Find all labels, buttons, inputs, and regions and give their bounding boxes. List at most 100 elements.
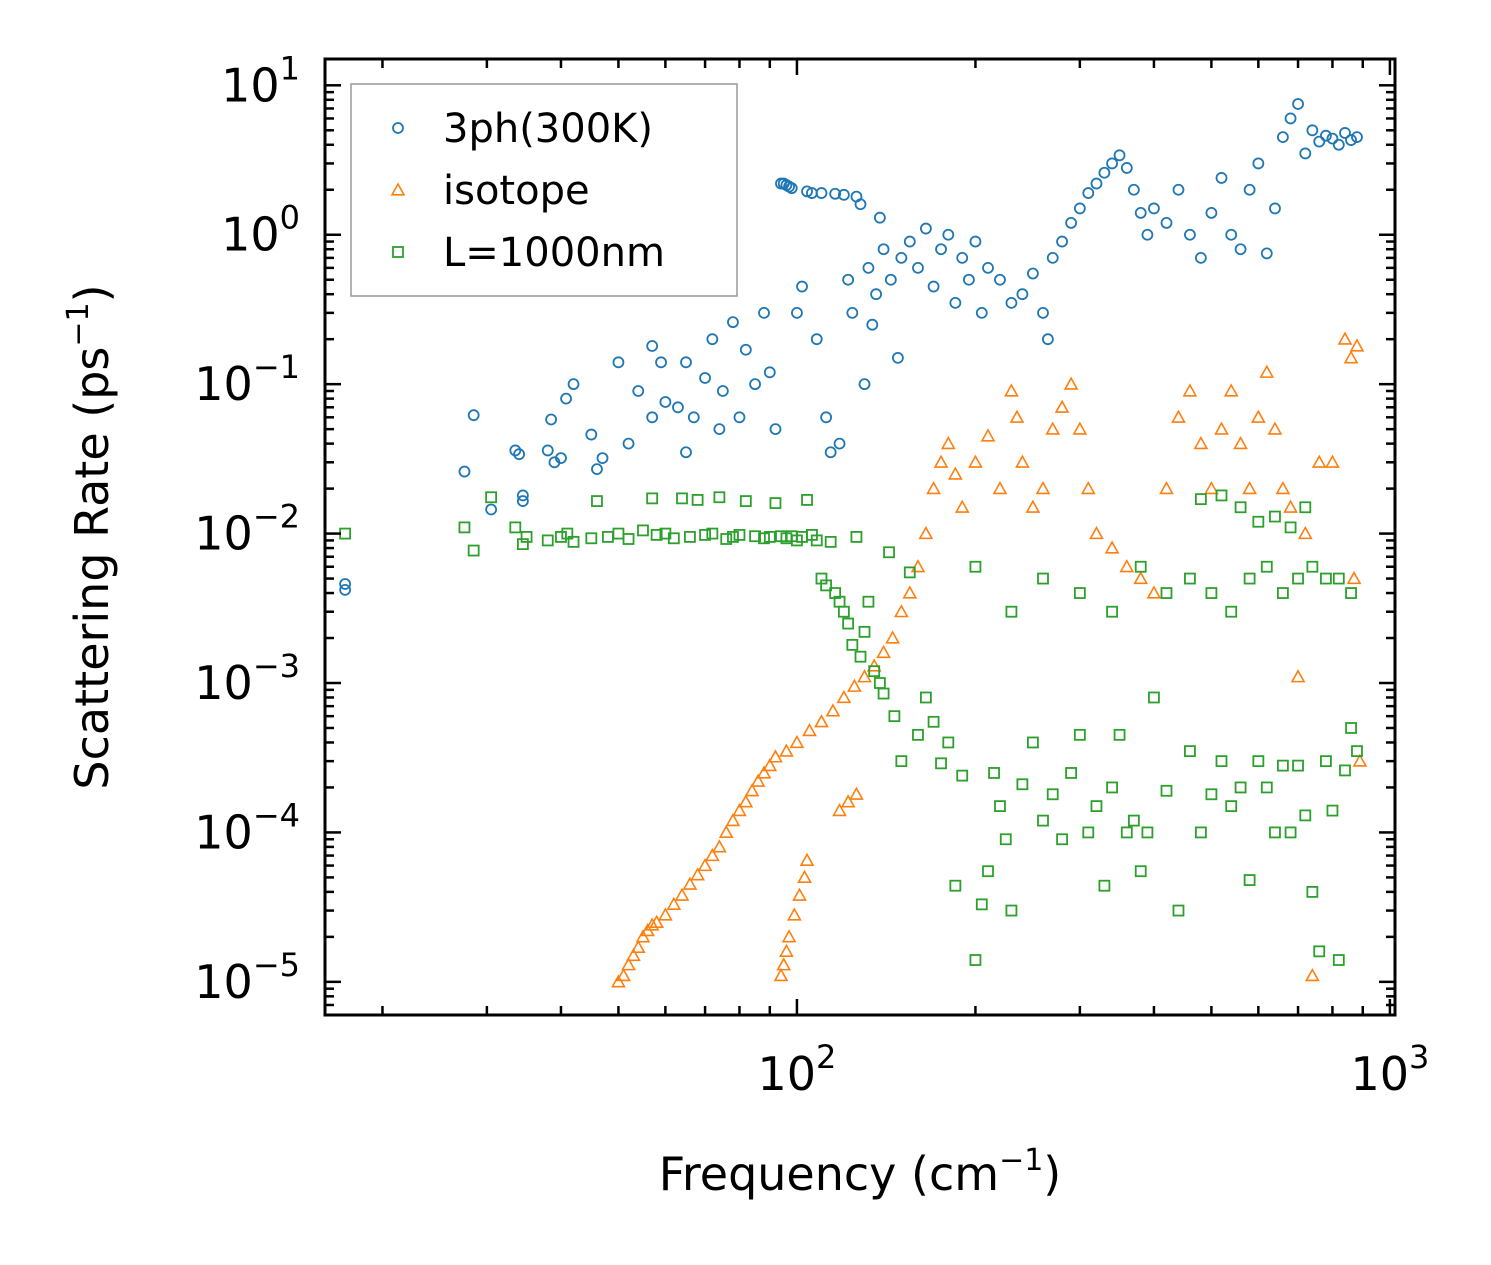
data-point [1089, 525, 1104, 540]
data-point [1304, 968, 1320, 982]
data-point [567, 378, 580, 391]
data-point [485, 503, 498, 516]
tick-labels: 102 103 101 100 10−1 10−2 10−3 10−4 10−5 [194, 49, 1429, 1101]
data-point [927, 280, 940, 293]
data-point [1113, 728, 1126, 741]
data-point [969, 954, 982, 966]
data-point [739, 495, 752, 507]
data-point [1269, 826, 1281, 839]
data-point [1345, 134, 1357, 146]
data-point [520, 531, 533, 543]
data-point [691, 494, 704, 506]
data-point [509, 521, 522, 534]
data-point [1042, 333, 1054, 346]
data-point [706, 333, 719, 346]
data-point [1252, 755, 1265, 768]
data-point [1148, 202, 1160, 215]
data-point [458, 465, 471, 478]
data-point [791, 306, 803, 319]
data-point [1276, 587, 1289, 599]
data-point [802, 722, 817, 737]
x-tick-label: 102 [757, 1038, 836, 1101]
data-point [847, 678, 862, 692]
data-point [1046, 251, 1059, 264]
data-point [616, 968, 631, 982]
data-point [630, 939, 646, 954]
data-point [750, 773, 766, 787]
data-point [458, 521, 471, 534]
data-point [666, 896, 682, 910]
data-point [768, 749, 783, 763]
data-point [513, 448, 526, 461]
data-point [786, 907, 802, 921]
data-point [1193, 435, 1209, 450]
data-point [840, 794, 856, 808]
data-point [982, 865, 994, 878]
data-point [789, 734, 805, 749]
data-point [1276, 759, 1289, 772]
data-point [956, 769, 969, 782]
data-point [1269, 202, 1281, 215]
data-point [1026, 736, 1039, 749]
data-point [659, 396, 672, 408]
data-point [810, 333, 823, 346]
data-point [727, 316, 739, 329]
data-point [1234, 501, 1247, 514]
data-point [1233, 435, 1248, 450]
data-point [1098, 166, 1111, 179]
data-point [516, 489, 529, 502]
data-point [891, 351, 904, 364]
data-point [1073, 202, 1086, 215]
data-point [862, 595, 875, 608]
y-tick-label: 100 [221, 199, 300, 262]
data-point [1332, 572, 1345, 585]
data-point [975, 306, 988, 319]
data-point [738, 794, 754, 808]
data-point [1090, 800, 1103, 813]
data-point [687, 411, 700, 424]
series-circle [339, 98, 1363, 596]
data-point [1283, 499, 1298, 513]
data-point [1148, 691, 1160, 704]
data-point [999, 833, 1012, 846]
data-point [1269, 510, 1281, 523]
data-point [684, 531, 696, 543]
data-point [1234, 781, 1247, 794]
data-point [339, 583, 352, 596]
data-point [927, 715, 940, 728]
data-point [1214, 421, 1229, 435]
data-point [1037, 814, 1049, 827]
x-axis-label-sup: −1 [999, 1143, 1043, 1178]
data-point [762, 757, 778, 772]
data-point [591, 463, 603, 476]
data-point [919, 222, 932, 235]
data-point [1016, 288, 1029, 301]
x-axis-label: Frequency (cm−1) [659, 1143, 1062, 1201]
data-point [854, 650, 867, 663]
data-point [1005, 605, 1018, 618]
data-point [555, 531, 567, 543]
data-point [1325, 454, 1340, 468]
data-point [969, 560, 982, 573]
data-point [1025, 499, 1041, 513]
y-axis-label-text: Scattering Rate (ps [65, 347, 119, 790]
data-point [1120, 826, 1133, 839]
data-point [1284, 112, 1297, 125]
data-point [862, 261, 875, 274]
data-point [824, 535, 837, 548]
data-point [1005, 296, 1018, 309]
data-point [690, 867, 705, 881]
data-point [1313, 945, 1326, 958]
data-point [567, 535, 580, 548]
data-point [1215, 755, 1228, 768]
data-point [1299, 501, 1312, 514]
data-point [622, 533, 635, 545]
data-point [1119, 559, 1135, 573]
data-point [1345, 722, 1357, 734]
y-tick-label: 10−3 [194, 647, 300, 710]
data-point [954, 499, 970, 513]
data-point [1351, 131, 1363, 144]
data-point [658, 907, 673, 921]
data-point [725, 812, 741, 827]
data-point [1194, 251, 1207, 264]
